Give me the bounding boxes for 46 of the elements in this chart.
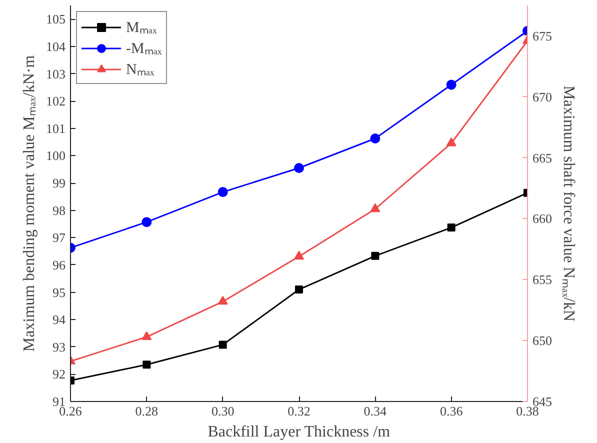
point	[218, 296, 228, 305]
y-tick-label: 101	[46, 120, 66, 136]
point	[142, 360, 151, 369]
y-tick-label: 102	[46, 94, 66, 109]
y-tick-label: 92	[52, 366, 66, 382]
point	[295, 286, 303, 294]
x-axis-title: Backfill Layer Thickness /m	[208, 424, 391, 440]
legend-label: Nₘₐₓ	[126, 61, 154, 79]
point	[294, 163, 304, 173]
point	[142, 217, 152, 228]
y-tick-label: 93	[52, 339, 66, 354]
legend-label: -Mₘₐₓ	[126, 40, 162, 58]
point	[446, 137, 456, 146]
x-tick-label: 0.30	[211, 404, 234, 418]
y2-tick-label: 675	[532, 28, 552, 44]
y-tick-label: 103	[46, 66, 66, 82]
y-axis-title: Maximum bending moment value Mₘₐₓ/kN·m	[21, 54, 38, 352]
y-tick-label: 97	[52, 230, 66, 246]
y2-tick-label: 660	[532, 211, 552, 226]
point	[218, 187, 228, 198]
x-tick-label: 0.32	[288, 404, 310, 418]
point	[370, 203, 380, 212]
y2-tick-label: 655	[532, 272, 552, 288]
point	[371, 252, 380, 260]
y-tick-label: 95	[52, 284, 66, 300]
point	[142, 331, 152, 340]
point	[447, 224, 456, 232]
x-tick-label: 0.36	[440, 404, 464, 418]
y2-axis-title: Maximum shaft force value Nₘₐₓ/kN	[560, 86, 577, 322]
x-tick-label: 0.28	[135, 404, 158, 418]
y-tick-label: 105	[46, 12, 66, 27]
y-tick-label: 99	[52, 176, 66, 191]
y-tick-label: 98	[52, 202, 66, 218]
y-tick-label: 96	[52, 257, 66, 272]
x-tick-label: 0.34	[364, 404, 388, 418]
y2-tick-label: 670	[532, 89, 552, 104]
point	[218, 340, 227, 349]
point	[446, 80, 456, 90]
y-tick-label: 104	[46, 38, 66, 54]
point	[294, 250, 304, 260]
point	[370, 134, 380, 144]
y2-tick-label: 650	[532, 333, 552, 348]
y-tick-label: 100	[46, 148, 66, 164]
y2-tick-label: 665	[532, 150, 552, 166]
legend-label: Mₘₐₓ	[126, 19, 157, 37]
y-tick-label: 94	[52, 312, 66, 328]
